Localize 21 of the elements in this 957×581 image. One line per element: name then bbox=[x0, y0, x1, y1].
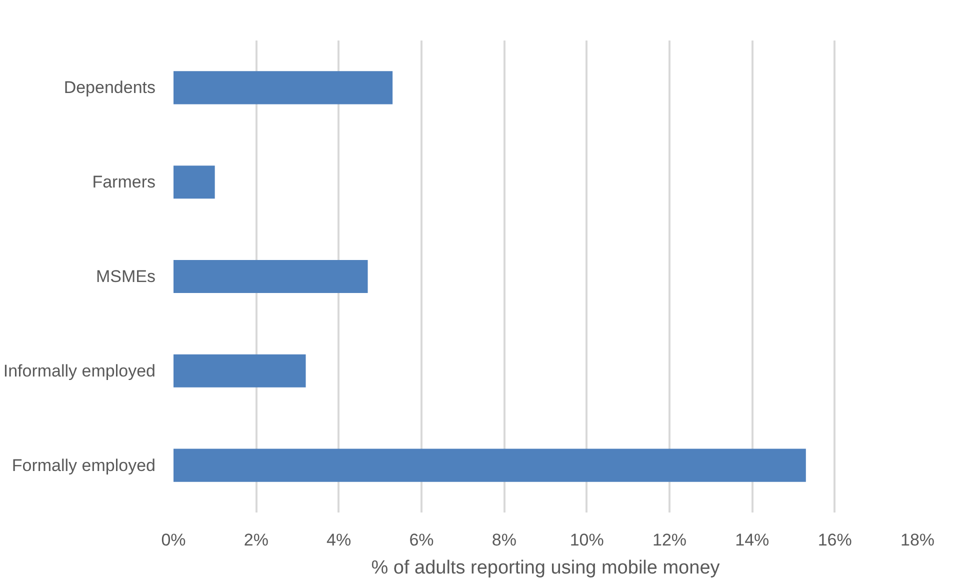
x-tick-label: 8% bbox=[492, 530, 516, 550]
y-tick-label: Formally employed bbox=[12, 456, 156, 475]
bar bbox=[174, 354, 306, 388]
x-axis-title: % of adults reporting using mobile money bbox=[371, 558, 720, 578]
y-tick-label: Dependents bbox=[64, 78, 156, 98]
x-tick-label: 14% bbox=[735, 530, 770, 550]
bar bbox=[174, 448, 806, 482]
bar bbox=[174, 260, 368, 294]
y-tick-label: MSMEs bbox=[96, 267, 156, 286]
y-tick-label: Farmers bbox=[92, 172, 156, 192]
x-tick-label: 10% bbox=[570, 530, 604, 550]
x-tick-label: 18% bbox=[900, 530, 935, 550]
x-tick-label: 6% bbox=[409, 530, 434, 550]
x-tick-label: 16% bbox=[818, 530, 852, 550]
x-tick-label: 12% bbox=[652, 530, 687, 550]
x-tick-label: 0% bbox=[161, 530, 186, 550]
bar bbox=[174, 71, 393, 104]
x-tick-label: 2% bbox=[244, 530, 268, 550]
x-tick-label: 4% bbox=[326, 530, 352, 550]
bar bbox=[174, 166, 215, 199]
y-tick-label: Informally employed bbox=[3, 361, 156, 380]
